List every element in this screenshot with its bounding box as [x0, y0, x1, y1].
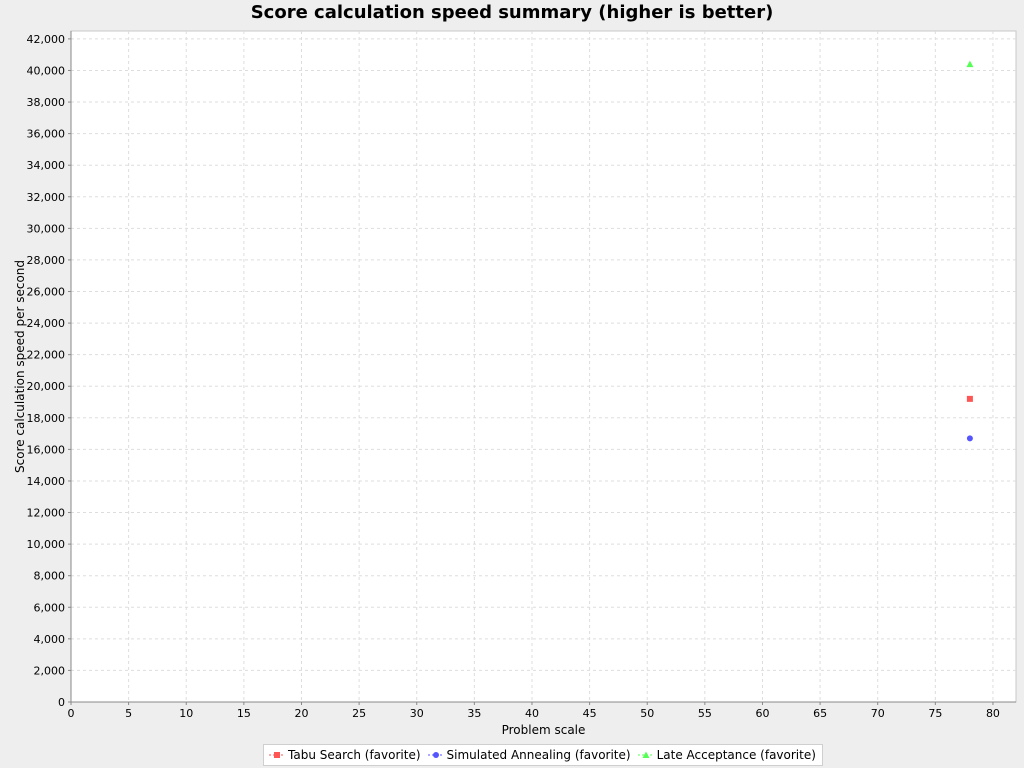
y-tick-label: 12,000: [27, 507, 66, 520]
data-points: [966, 60, 974, 442]
legend-swatch-circle-icon: [427, 752, 444, 758]
x-axis-title: Problem scale: [502, 723, 586, 737]
x-tick-label: 20: [294, 707, 308, 720]
legend-swatch-square-icon: [269, 752, 285, 758]
y-tick-label: 40,000: [27, 64, 66, 77]
x-tick-label: 40: [525, 707, 539, 720]
tick-labels: 0 5 10 15 20 25 30 35 40 45 50 55 60 65 70 75 80 0 2,000 4,…: [27, 33, 1000, 720]
axes: [68, 31, 1016, 705]
x-tick-label: 35: [467, 707, 481, 720]
x-tick-label: 70: [871, 707, 885, 720]
x-tick-label: 15: [237, 707, 251, 720]
y-tick-label: 28,000: [27, 254, 66, 267]
y-tick-label: 8,000: [34, 570, 66, 583]
y-tick-label: 24,000: [27, 317, 66, 330]
legend-label: Tabu Search (favorite): [288, 748, 421, 762]
x-tick-label: 55: [698, 707, 712, 720]
plot-area: [70, 30, 1017, 703]
data-point-simulated-annealing: [966, 435, 973, 442]
y-tick-label: 42,000: [27, 33, 66, 46]
y-tick-label: 26,000: [27, 286, 66, 299]
x-tick-label: 0: [68, 707, 75, 720]
y-tick-label: 16,000: [27, 443, 66, 456]
y-tick-label: 30,000: [27, 222, 66, 235]
x-tick-label: 50: [640, 707, 654, 720]
y-tick-label: 38,000: [27, 96, 66, 109]
x-tick-label: 5: [125, 707, 132, 720]
legend-swatch-triangle-icon: [637, 751, 654, 758]
grid-lines: [71, 31, 1016, 702]
x-tick-label: 25: [352, 707, 366, 720]
y-tick-label: 6,000: [34, 601, 66, 614]
legend-item-tabu-search: Tabu Search (favorite): [268, 748, 421, 762]
x-tick-label: 10: [179, 707, 193, 720]
legend-item-late-acceptance: Late Acceptance (favorite): [637, 748, 816, 762]
y-tick-label: 34,000: [27, 159, 66, 172]
y-tick-label: 18,000: [27, 412, 66, 425]
y-tick-label: 0: [58, 696, 65, 709]
y-tick-label: 22,000: [27, 349, 66, 362]
x-tick-label: 65: [813, 707, 827, 720]
y-tick-label: 36,000: [27, 128, 66, 141]
y-tick-label: 20,000: [27, 380, 66, 393]
x-tick-label: 75: [928, 707, 942, 720]
data-point-tabu-search: [966, 395, 973, 402]
legend-label: Late Acceptance (favorite): [656, 748, 816, 762]
legend: Tabu Search (favorite) Simulated Anneali…: [263, 744, 823, 766]
y-axis-title: Score calculation speed per second: [13, 260, 27, 473]
y-tick-label: 14,000: [27, 475, 66, 488]
legend-label: Simulated Annealing (favorite): [446, 748, 631, 762]
data-point-late-acceptance: [966, 60, 974, 68]
chart-title: Score calculation speed summary (higher …: [250, 2, 774, 23]
y-tick-label: 10,000: [27, 538, 66, 551]
x-tick-label: 80: [986, 707, 1000, 720]
legend-item-simulated-annealing: Simulated Annealing (favorite): [427, 748, 631, 762]
x-tick-label: 45: [583, 707, 597, 720]
y-tick-label: 4,000: [34, 633, 66, 646]
y-tick-label: 2,000: [34, 664, 66, 677]
x-tick-label: 60: [755, 707, 769, 720]
y-tick-label: 32,000: [27, 191, 66, 204]
x-tick-label: 30: [410, 707, 424, 720]
